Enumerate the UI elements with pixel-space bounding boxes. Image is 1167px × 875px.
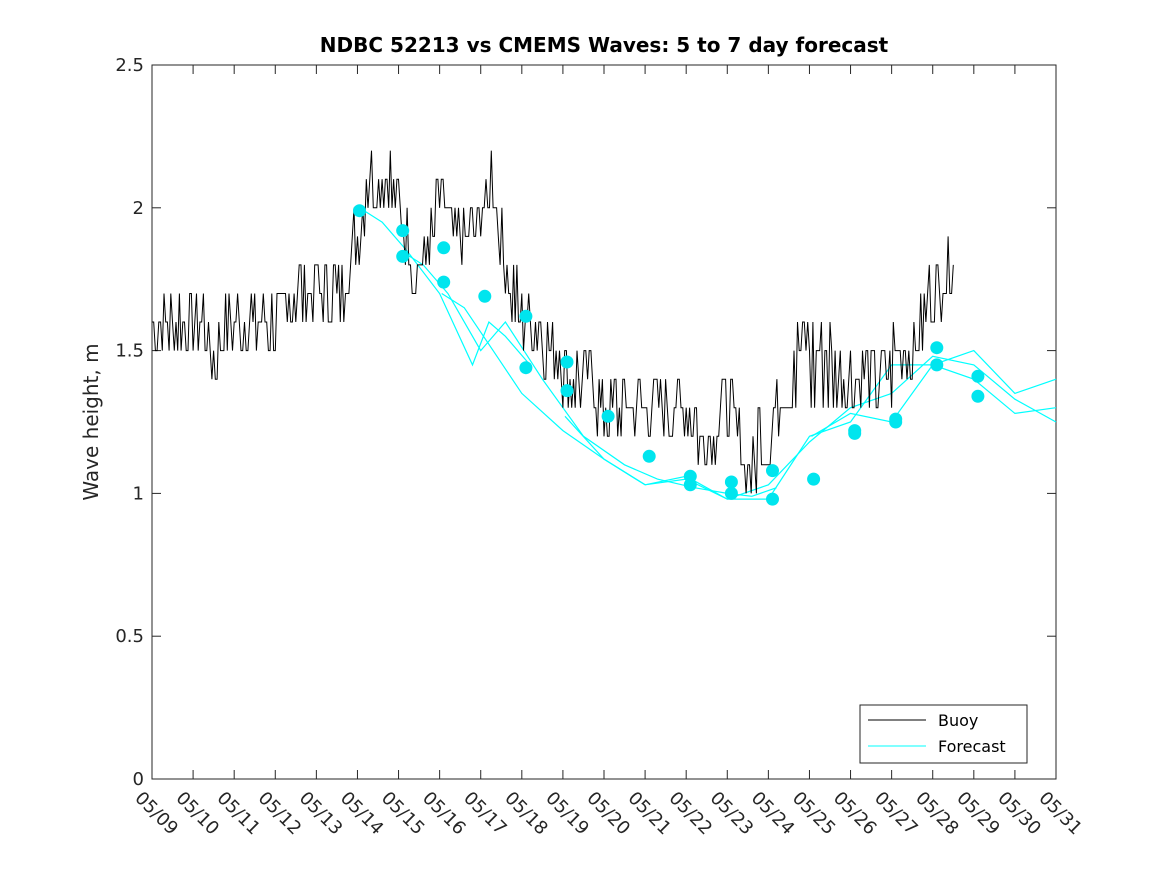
y-tick-label: 1.5: [115, 341, 144, 362]
x-tick-label: 05/10: [172, 788, 224, 840]
x-tick-label: 05/19: [541, 788, 593, 840]
x-tick-label: 05/16: [418, 788, 470, 840]
forecast-marker: [519, 361, 533, 375]
forecast-marker: [478, 289, 492, 303]
y-axis: 0 0.5 1 1.5 2 2.5: [115, 55, 1056, 790]
legend-forecast-label: Forecast: [938, 737, 1006, 756]
forecast-marker: [889, 415, 903, 429]
x-tick-label: 05/24: [747, 788, 799, 840]
y-tick-label: 2.5: [115, 55, 144, 76]
y-tick-label: 1: [133, 483, 144, 504]
y-tick-label: 2: [133, 198, 144, 219]
x-tick-label: 05/25: [788, 788, 840, 840]
forecast-marker: [848, 424, 862, 438]
forecast-marker: [642, 449, 656, 463]
forecast-marker: [560, 384, 574, 398]
legend: Buoy Forecast: [859, 704, 1028, 764]
series-layer: [152, 150, 1057, 506]
x-tick-label: 05/28: [911, 788, 963, 840]
x-tick-label: 05/30: [993, 788, 1045, 840]
forecast-marker: [560, 355, 574, 369]
x-tick-label: 05/18: [500, 788, 552, 840]
forecast-marker: [766, 492, 779, 506]
x-tick-label: 05/14: [336, 788, 388, 840]
y-axis-label: Wave height, m: [79, 343, 103, 500]
x-tick-label: 05/22: [665, 788, 717, 840]
forecast-marker: [437, 275, 451, 289]
forecast-marker: [807, 472, 821, 486]
forecast-marker: [519, 309, 533, 323]
forecast-marker: [930, 341, 944, 355]
x-tick-label: 05/12: [254, 788, 306, 840]
x-tick-label: 05/11: [213, 788, 265, 840]
x-tick-label: 05/29: [952, 788, 1004, 840]
x-tick-label: 05/26: [829, 788, 881, 840]
chart-title: NDBC 52213 vs CMEMS Waves: 5 to 7 day fo…: [320, 33, 889, 57]
x-tick-label: 05/21: [624, 788, 676, 840]
x-tick-label: 05/20: [582, 788, 634, 840]
forecast-marker: [971, 369, 985, 383]
forecast-marker: [601, 409, 615, 423]
y-tick-label: 0: [133, 769, 144, 790]
forecast-line: [359, 207, 531, 367]
legend-box: [859, 704, 1028, 764]
forecast-marker: [437, 241, 451, 255]
forecast-marker: [396, 249, 410, 263]
x-tick-label: 05/23: [706, 788, 758, 840]
legend-buoy-label: Buoy: [938, 711, 978, 730]
x-tick-label: 05/31: [1034, 788, 1086, 840]
y-tick-label: 0.5: [115, 626, 144, 647]
buoy-line: [152, 150, 954, 494]
forecast-marker: [724, 475, 738, 489]
forecast-marker: [353, 204, 366, 218]
x-tick-label: 05/15: [377, 788, 429, 840]
forecast-marker: [971, 389, 985, 403]
x-tick-label: 05/17: [459, 788, 511, 840]
forecast-marker: [724, 486, 738, 500]
x-tick-label: 05/09: [130, 788, 182, 840]
forecast-marker: [930, 358, 944, 372]
x-tick-label: 05/13: [295, 788, 347, 840]
x-tick-label: 05/27: [870, 788, 922, 840]
forecast-marker: [766, 464, 779, 478]
forecast-marker: [396, 224, 410, 238]
forecast-marker: [683, 469, 697, 483]
